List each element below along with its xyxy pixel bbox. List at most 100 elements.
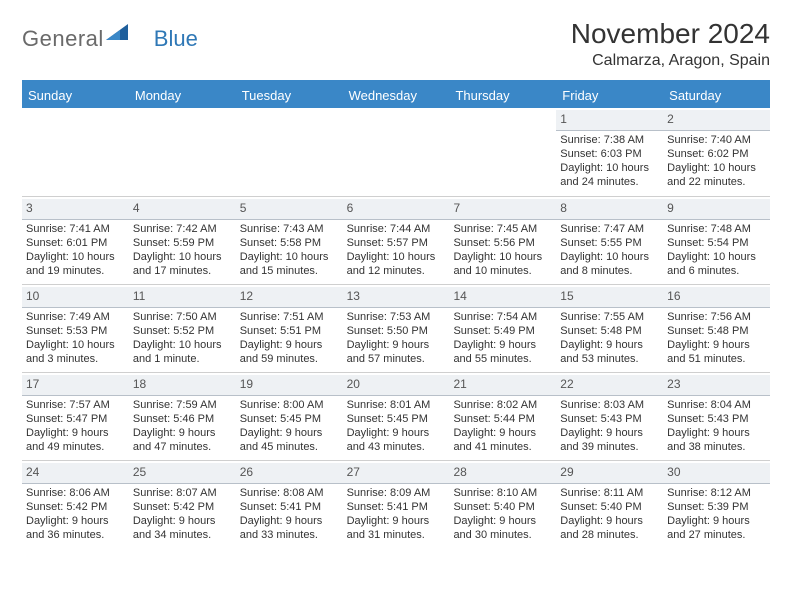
day-cell: 6 Sunrise: 7:44 AMSunset: 5:57 PMDaylight… xyxy=(343,196,450,284)
daylight-text: Daylight: 9 hours and 30 minutes. xyxy=(453,514,552,543)
sunrise-text: Sunrise: 7:44 AM xyxy=(347,222,446,236)
sunset-text: Sunset: 5:53 PM xyxy=(26,324,125,338)
day-cell: 16Sunrise: 7:56 AMSunset: 5:48 PMDayligh… xyxy=(663,284,770,372)
page-header: General Blue November 2024 Calmarza, Ara… xyxy=(22,18,770,70)
day-cell: 7Sunrise: 7:45 AMSunset: 5:56 PMDaylight… xyxy=(449,196,556,284)
day-number: 22 xyxy=(556,375,663,396)
weekday-header: Friday xyxy=(556,83,663,108)
day-cell: 4 Sunrise: 7:42 AMSunset: 5:59 PMDaylight… xyxy=(129,196,236,284)
sunrise-text: Sunrise: 7:43 AM xyxy=(240,222,339,236)
sunrise-text: Sunrise: 7:45 AM xyxy=(453,222,552,236)
sunset-text: Sunset: 5:58 PM xyxy=(240,236,339,250)
daylight-text: Daylight: 10 hours and 24 minutes. xyxy=(560,161,659,190)
sunrise-text: Sunrise: 7:38 AM xyxy=(560,133,659,147)
sunrise-text: Sunrise: 8:09 AM xyxy=(347,486,446,500)
sunrise-text: Sunrise: 8:00 AM xyxy=(240,398,339,412)
sunset-text: Sunset: 5:40 PM xyxy=(560,500,659,514)
daylight-text: Daylight: 9 hours and 55 minutes. xyxy=(453,338,552,367)
day-number: 21 xyxy=(449,375,556,396)
week-row: 24Sunrise: 8:06 AMSunset: 5:42 PMDayligh… xyxy=(22,460,770,548)
daylight-text: Daylight: 10 hours and 6 minutes. xyxy=(667,250,766,279)
sunset-text: Sunset: 5:54 PM xyxy=(667,236,766,250)
day-number: 11 xyxy=(129,287,236,308)
daylight-text: Daylight: 9 hours and 38 minutes. xyxy=(667,426,766,455)
weekday-header: Monday xyxy=(129,83,236,108)
day-number: 18 xyxy=(129,375,236,396)
weekday-header: Tuesday xyxy=(236,83,343,108)
sunrise-text: Sunrise: 7:40 AM xyxy=(667,133,766,147)
day-cell: 22 Sunrise: 8:03 AMSunset: 5:43 PMDayligh… xyxy=(556,372,663,460)
day-cell: 20Sunrise: 8:01 AMSunset: 5:45 PMDayligh… xyxy=(343,372,450,460)
sunset-text: Sunset: 5:47 PM xyxy=(26,412,125,426)
day-number: 9 xyxy=(663,199,770,220)
day-cell: 19Sunrise: 8:00 AMSunset: 5:45 PMDayligh… xyxy=(236,372,343,460)
sunset-text: Sunset: 5:44 PM xyxy=(453,412,552,426)
sunrise-text: Sunrise: 7:41 AM xyxy=(26,222,125,236)
day-cell: 28Sunrise: 8:10 AMSunset: 5:40 PMDayligh… xyxy=(449,460,556,548)
weekday-header: Saturday xyxy=(663,83,770,108)
sunset-text: Sunset: 5:50 PM xyxy=(347,324,446,338)
weekday-header-row: Sunday Monday Tuesday Wednesday Thursday… xyxy=(22,83,770,108)
sunset-text: Sunset: 5:48 PM xyxy=(560,324,659,338)
daylight-text: Daylight: 9 hours and 39 minutes. xyxy=(560,426,659,455)
sunset-text: Sunset: 5:55 PM xyxy=(560,236,659,250)
sunrise-text: Sunrise: 7:59 AM xyxy=(133,398,232,412)
day-cell xyxy=(449,108,556,196)
day-cell: 2Sunrise: 7:40 AMSunset: 6:02 PMDaylight… xyxy=(663,108,770,196)
sunset-text: Sunset: 5:43 PM xyxy=(560,412,659,426)
day-cell: 17Sunrise: 7:57 AMSunset: 5:47 PMDayligh… xyxy=(22,372,129,460)
sunrise-text: Sunrise: 7:47 AM xyxy=(560,222,659,236)
sunrise-text: Sunrise: 7:51 AM xyxy=(240,310,339,324)
daylight-text: Daylight: 10 hours and 12 minutes. xyxy=(347,250,446,279)
sunset-text: Sunset: 5:42 PM xyxy=(26,500,125,514)
sunset-text: Sunset: 5:46 PM xyxy=(133,412,232,426)
sunset-text: Sunset: 5:41 PM xyxy=(347,500,446,514)
calendar-page: General Blue November 2024 Calmarza, Ara… xyxy=(0,0,792,548)
day-cell: 26Sunrise: 8:08 AMSunset: 5:41 PMDayligh… xyxy=(236,460,343,548)
sunrise-text: Sunrise: 8:04 AM xyxy=(667,398,766,412)
daylight-text: Daylight: 9 hours and 45 minutes. xyxy=(240,426,339,455)
day-number: 10 xyxy=(22,287,129,308)
calendar-grid: Sunday Monday Tuesday Wednesday Thursday… xyxy=(22,83,770,548)
title-block: November 2024 Calmarza, Aragon, Spain xyxy=(571,18,770,70)
daylight-text: Daylight: 9 hours and 53 minutes. xyxy=(560,338,659,367)
day-number: 25 xyxy=(129,463,236,484)
day-number: 13 xyxy=(343,287,450,308)
day-number: 6 xyxy=(343,199,450,220)
sunrise-text: Sunrise: 7:53 AM xyxy=(347,310,446,324)
daylight-text: Daylight: 10 hours and 17 minutes. xyxy=(133,250,232,279)
day-cell: 5Sunrise: 7:43 AMSunset: 5:58 PMDaylight… xyxy=(236,196,343,284)
sunrise-text: Sunrise: 7:55 AM xyxy=(560,310,659,324)
sunset-text: Sunset: 5:57 PM xyxy=(347,236,446,250)
sunrise-text: Sunrise: 8:12 AM xyxy=(667,486,766,500)
weekday-header: Sunday xyxy=(22,83,129,108)
week-row: 3Sunrise: 7:41 AMSunset: 6:01 PMDaylight… xyxy=(22,196,770,284)
sunrise-text: Sunrise: 7:48 AM xyxy=(667,222,766,236)
sunrise-text: Sunrise: 8:10 AM xyxy=(453,486,552,500)
logo-text-2: Blue xyxy=(154,26,198,52)
day-number: 24 xyxy=(22,463,129,484)
sunrise-text: Sunrise: 8:11 AM xyxy=(560,486,659,500)
sunset-text: Sunset: 5:59 PM xyxy=(133,236,232,250)
sunrise-text: Sunrise: 8:07 AM xyxy=(133,486,232,500)
sunrise-text: Sunrise: 7:42 AM xyxy=(133,222,232,236)
sunset-text: Sunset: 5:45 PM xyxy=(240,412,339,426)
day-number: 14 xyxy=(449,287,556,308)
sunset-text: Sunset: 5:51 PM xyxy=(240,324,339,338)
day-number: 27 xyxy=(343,463,450,484)
daylight-text: Daylight: 9 hours and 49 minutes. xyxy=(26,426,125,455)
logo-text-1: General xyxy=(22,26,104,52)
sunrise-text: Sunrise: 8:08 AM xyxy=(240,486,339,500)
daylight-text: Daylight: 10 hours and 15 minutes. xyxy=(240,250,339,279)
daylight-text: Daylight: 9 hours and 34 minutes. xyxy=(133,514,232,543)
day-cell xyxy=(22,108,129,196)
day-cell: 9 Sunrise: 7:48 AMSunset: 5:54 PMDaylight… xyxy=(663,196,770,284)
sunset-text: Sunset: 5:48 PM xyxy=(667,324,766,338)
day-number: 23 xyxy=(663,375,770,396)
day-number: 8 xyxy=(556,199,663,220)
sunset-text: Sunset: 6:02 PM xyxy=(667,147,766,161)
sunrise-text: Sunrise: 8:03 AM xyxy=(560,398,659,412)
daylight-text: Daylight: 9 hours and 33 minutes. xyxy=(240,514,339,543)
sunrise-text: Sunrise: 8:01 AM xyxy=(347,398,446,412)
day-number: 4 xyxy=(129,199,236,220)
